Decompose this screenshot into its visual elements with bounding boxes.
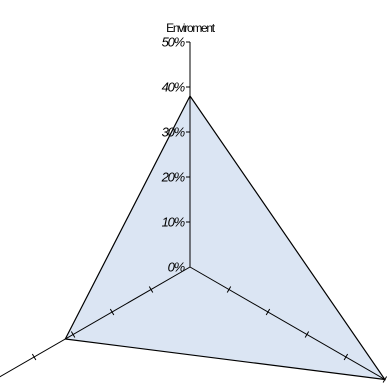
tick-label-1: 10% [162,215,185,230]
tick-mark-2-1 [148,286,154,293]
axis-line-cg-ethics [0,266,191,378]
tick-mark-1-5 [382,376,388,383]
tick-mark-1-4 [343,353,349,361]
tick-mark-1-3 [304,331,310,338]
tick-label-5: 50% [162,35,185,50]
tick-mark-2-4 [31,353,37,361]
tick-mark-2-2 [109,308,115,316]
tick-label-4: 40% [162,80,185,95]
axis-title-enviroment: Enviroment [166,21,216,35]
tick-label-2: 20% [161,170,185,185]
tick-mark-2-3 [70,331,76,338]
tick-label-3: 30% [162,125,185,140]
series-area-0 [64,94,387,381]
tick-mark-1-1 [226,286,232,293]
tick-mark-1-2 [265,308,271,316]
tick-label-0: 0% [168,260,185,275]
axis-line-stakeholders [189,266,386,380]
